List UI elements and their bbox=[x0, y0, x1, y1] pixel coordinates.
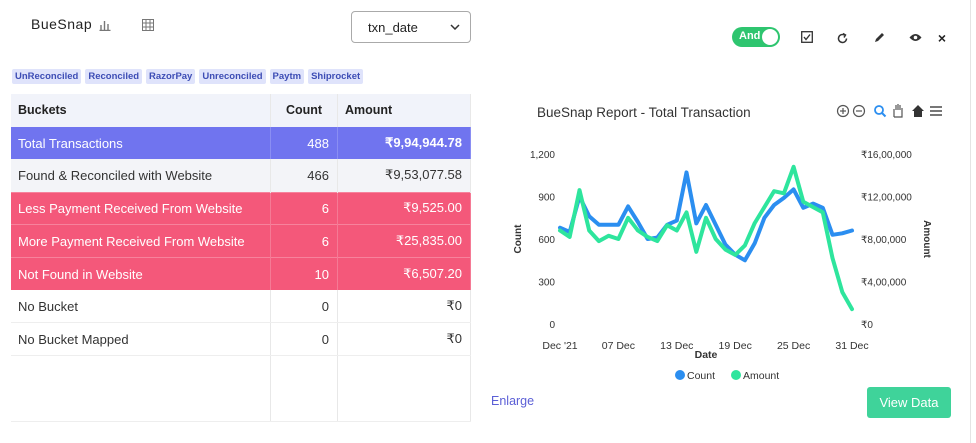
y2-axis-label: Amount bbox=[921, 220, 932, 258]
bucket-name: More Payment Received From Website bbox=[11, 224, 271, 258]
x-tick-label: 07 Dec bbox=[602, 340, 635, 352]
bucket-name: Total Transactions bbox=[11, 126, 271, 160]
y-tick-label: 600 bbox=[538, 235, 555, 246]
toggle-label: And bbox=[739, 30, 761, 42]
y-tick-label: 0 bbox=[549, 320, 555, 331]
and-toggle[interactable]: And bbox=[732, 27, 780, 47]
x-tick-label: 13 Dec bbox=[660, 340, 693, 352]
pan-hand-icon[interactable] bbox=[893, 104, 903, 118]
bucket-count: 6 bbox=[270, 191, 338, 225]
enlarge-link[interactable]: Enlarge bbox=[491, 394, 535, 408]
tag-unreconciled-2[interactable]: Unreconciled bbox=[199, 69, 266, 84]
bucket-amount: ₹9,94,944.78 bbox=[337, 126, 471, 160]
y-tick-label: 300 bbox=[538, 278, 555, 289]
home-icon[interactable] bbox=[912, 105, 924, 117]
close-icon[interactable]: × bbox=[937, 30, 947, 46]
bucket-amount: ₹25,835.00 bbox=[337, 224, 471, 258]
y2-tick-label: ₹8,00,000 bbox=[861, 235, 907, 246]
menu-icon[interactable] bbox=[930, 106, 942, 116]
table-row[interactable]: No Bucket 0 ₹0 bbox=[11, 290, 471, 324]
zoom-out-icon[interactable] bbox=[852, 104, 866, 118]
view-data-button[interactable]: View Data bbox=[867, 387, 951, 418]
legend-label: Count bbox=[687, 370, 715, 382]
y2-tick-label: ₹16,00,000 bbox=[861, 150, 912, 161]
toggle-knob bbox=[762, 29, 778, 45]
table-icon[interactable] bbox=[141, 17, 155, 33]
series-line-count bbox=[558, 170, 854, 263]
chevron-down-icon bbox=[450, 24, 460, 30]
bucket-count: 466 bbox=[270, 159, 338, 193]
y-axis-label: Count bbox=[513, 224, 524, 254]
x-tick-label: 31 Dec bbox=[835, 340, 868, 352]
header-buckets[interactable]: Buckets bbox=[11, 94, 271, 127]
bar-chart-icon[interactable] bbox=[98, 17, 112, 33]
tag-unreconciled[interactable]: UnReconciled bbox=[12, 69, 82, 84]
bucket-count: 0 bbox=[270, 322, 338, 356]
bucket-amount: ₹6,507.20 bbox=[337, 256, 471, 291]
tag-razorpay[interactable]: RazorPay bbox=[146, 69, 196, 84]
date-field-select[interactable]: txn_date bbox=[351, 11, 471, 43]
zoom-in-icon[interactable] bbox=[836, 104, 850, 118]
header-count[interactable]: Count bbox=[270, 94, 338, 127]
transaction-chart: BueSnap Report - Total Transaction 0 300 60… bbox=[513, 104, 942, 382]
bucket-count: 488 bbox=[270, 126, 338, 160]
bucket-amount: ₹0 bbox=[337, 290, 471, 324]
select-value: txn_date bbox=[368, 19, 418, 35]
buckets-table: Buckets Count Amount Total Transactions … bbox=[11, 94, 471, 422]
table-row-empty bbox=[11, 355, 471, 422]
table-row[interactable]: More Payment Received From Website 6 ₹25… bbox=[11, 224, 471, 258]
x-axis-label: Date bbox=[695, 349, 718, 361]
app-title: BueSnap bbox=[31, 16, 93, 32]
eye-icon[interactable] bbox=[907, 31, 923, 43]
y2-tick-label: ₹12,00,000 bbox=[861, 193, 912, 204]
table-row[interactable]: Found & Reconciled with Website 466 ₹9,5… bbox=[11, 159, 471, 193]
search-icon[interactable] bbox=[874, 105, 887, 118]
bucket-name: Less Payment Received From Website bbox=[11, 191, 271, 225]
tag-reconciled[interactable]: Reconciled bbox=[85, 69, 143, 84]
legend-marker bbox=[731, 370, 741, 380]
bucket-amount: ₹9,525.00 bbox=[337, 191, 471, 225]
series-line-amount bbox=[558, 164, 854, 312]
table-row[interactable]: Total Transactions 488 ₹9,94,944.78 bbox=[11, 126, 471, 160]
y-tick-label: 1,200 bbox=[530, 150, 555, 161]
refresh-icon[interactable] bbox=[835, 30, 849, 46]
table-header-row: Buckets Count Amount bbox=[11, 94, 471, 127]
y2-tick-label: ₹0 bbox=[861, 320, 873, 331]
checkbox-icon[interactable] bbox=[800, 30, 814, 44]
table-row[interactable]: Not Found in Website 10 ₹6,507.20 bbox=[11, 256, 471, 291]
x-tick-label: 25 Dec bbox=[777, 340, 810, 352]
bucket-count: 0 bbox=[270, 290, 338, 324]
filter-tags: UnReconciled Reconciled RazorPay Unrecon… bbox=[12, 69, 364, 84]
bucket-amount: ₹0 bbox=[337, 322, 471, 356]
x-tick-label: Dec '21 bbox=[542, 340, 577, 352]
bucket-count: 10 bbox=[270, 256, 338, 291]
y-tick-label: 900 bbox=[538, 193, 555, 204]
table-row[interactable]: Less Payment Received From Website 6 ₹9,… bbox=[11, 191, 471, 225]
bucket-name: Not Found in Website bbox=[11, 256, 271, 291]
bucket-name: No Bucket Mapped bbox=[11, 322, 271, 356]
legend-label: Amount bbox=[743, 370, 779, 382]
bucket-name: Found & Reconciled with Website bbox=[11, 159, 271, 193]
tag-paytm[interactable]: Paytm bbox=[269, 69, 305, 84]
edit-icon[interactable] bbox=[872, 30, 886, 44]
x-tick-label: 19 Dec bbox=[719, 340, 752, 352]
tag-shiprocket[interactable]: Shiprocket bbox=[308, 69, 364, 84]
chart-title: BueSnap Report - Total Transaction bbox=[537, 105, 751, 120]
bucket-name: No Bucket bbox=[11, 290, 271, 324]
y2-tick-label: ₹4,00,000 bbox=[861, 278, 907, 289]
header-amount[interactable]: Amount bbox=[337, 94, 471, 127]
bucket-count: 6 bbox=[270, 224, 338, 258]
table-row[interactable]: No Bucket Mapped 0 ₹0 bbox=[11, 322, 471, 356]
panel-divider bbox=[970, 0, 971, 443]
bucket-amount: ₹9,53,077.58 bbox=[337, 159, 471, 193]
legend-marker bbox=[675, 370, 685, 380]
